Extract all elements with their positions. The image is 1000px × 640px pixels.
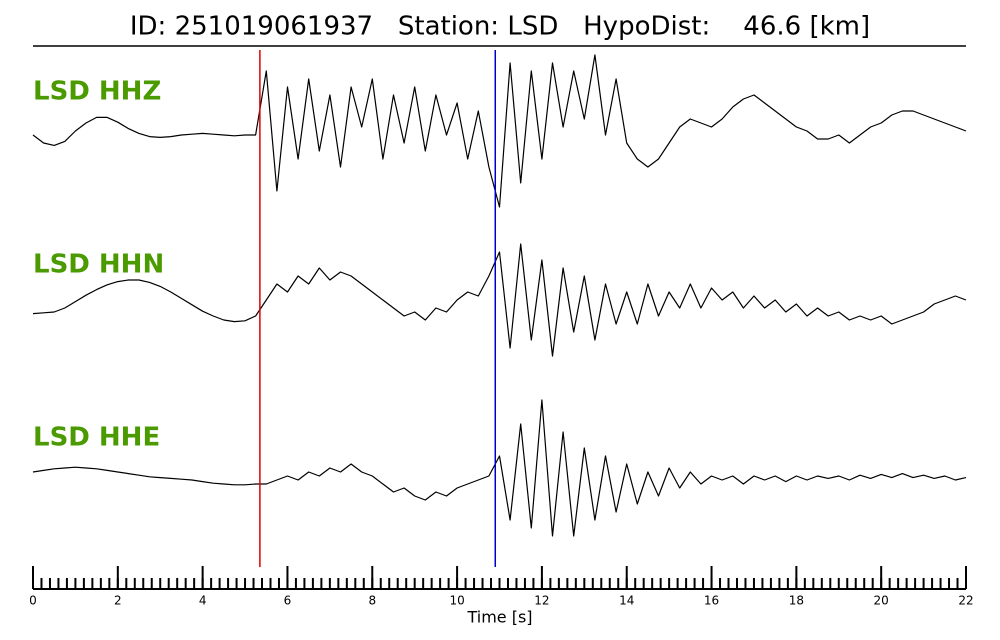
x-axis-label: Time [s]: [466, 608, 532, 627]
x-tick-label: 18: [789, 594, 804, 608]
x-tick-label: 14: [619, 594, 634, 608]
trace-label: LSD HHZ: [33, 77, 161, 107]
trace: [32, 399, 967, 537]
trace-label: LSD HHE: [33, 423, 160, 453]
x-tick-label: 8: [368, 594, 376, 608]
x-tick-label: 0: [29, 594, 37, 608]
trace: [32, 54, 967, 208]
x-tick-label: 20: [874, 594, 889, 608]
chart-title: ID: 251019061937 Station: LSD HypoDist: …: [130, 12, 870, 42]
x-tick-label: 2: [114, 594, 122, 608]
x-tick-label: 22: [958, 594, 973, 608]
trace: [32, 243, 967, 357]
x-tick-label: 6: [284, 594, 292, 608]
x-tick-label: 4: [199, 594, 207, 608]
x-tick-label: 10: [449, 594, 464, 608]
x-tick-label: 12: [534, 594, 549, 608]
x-tick-label: 16: [704, 594, 719, 608]
trace-label: LSD HHN: [33, 250, 164, 280]
